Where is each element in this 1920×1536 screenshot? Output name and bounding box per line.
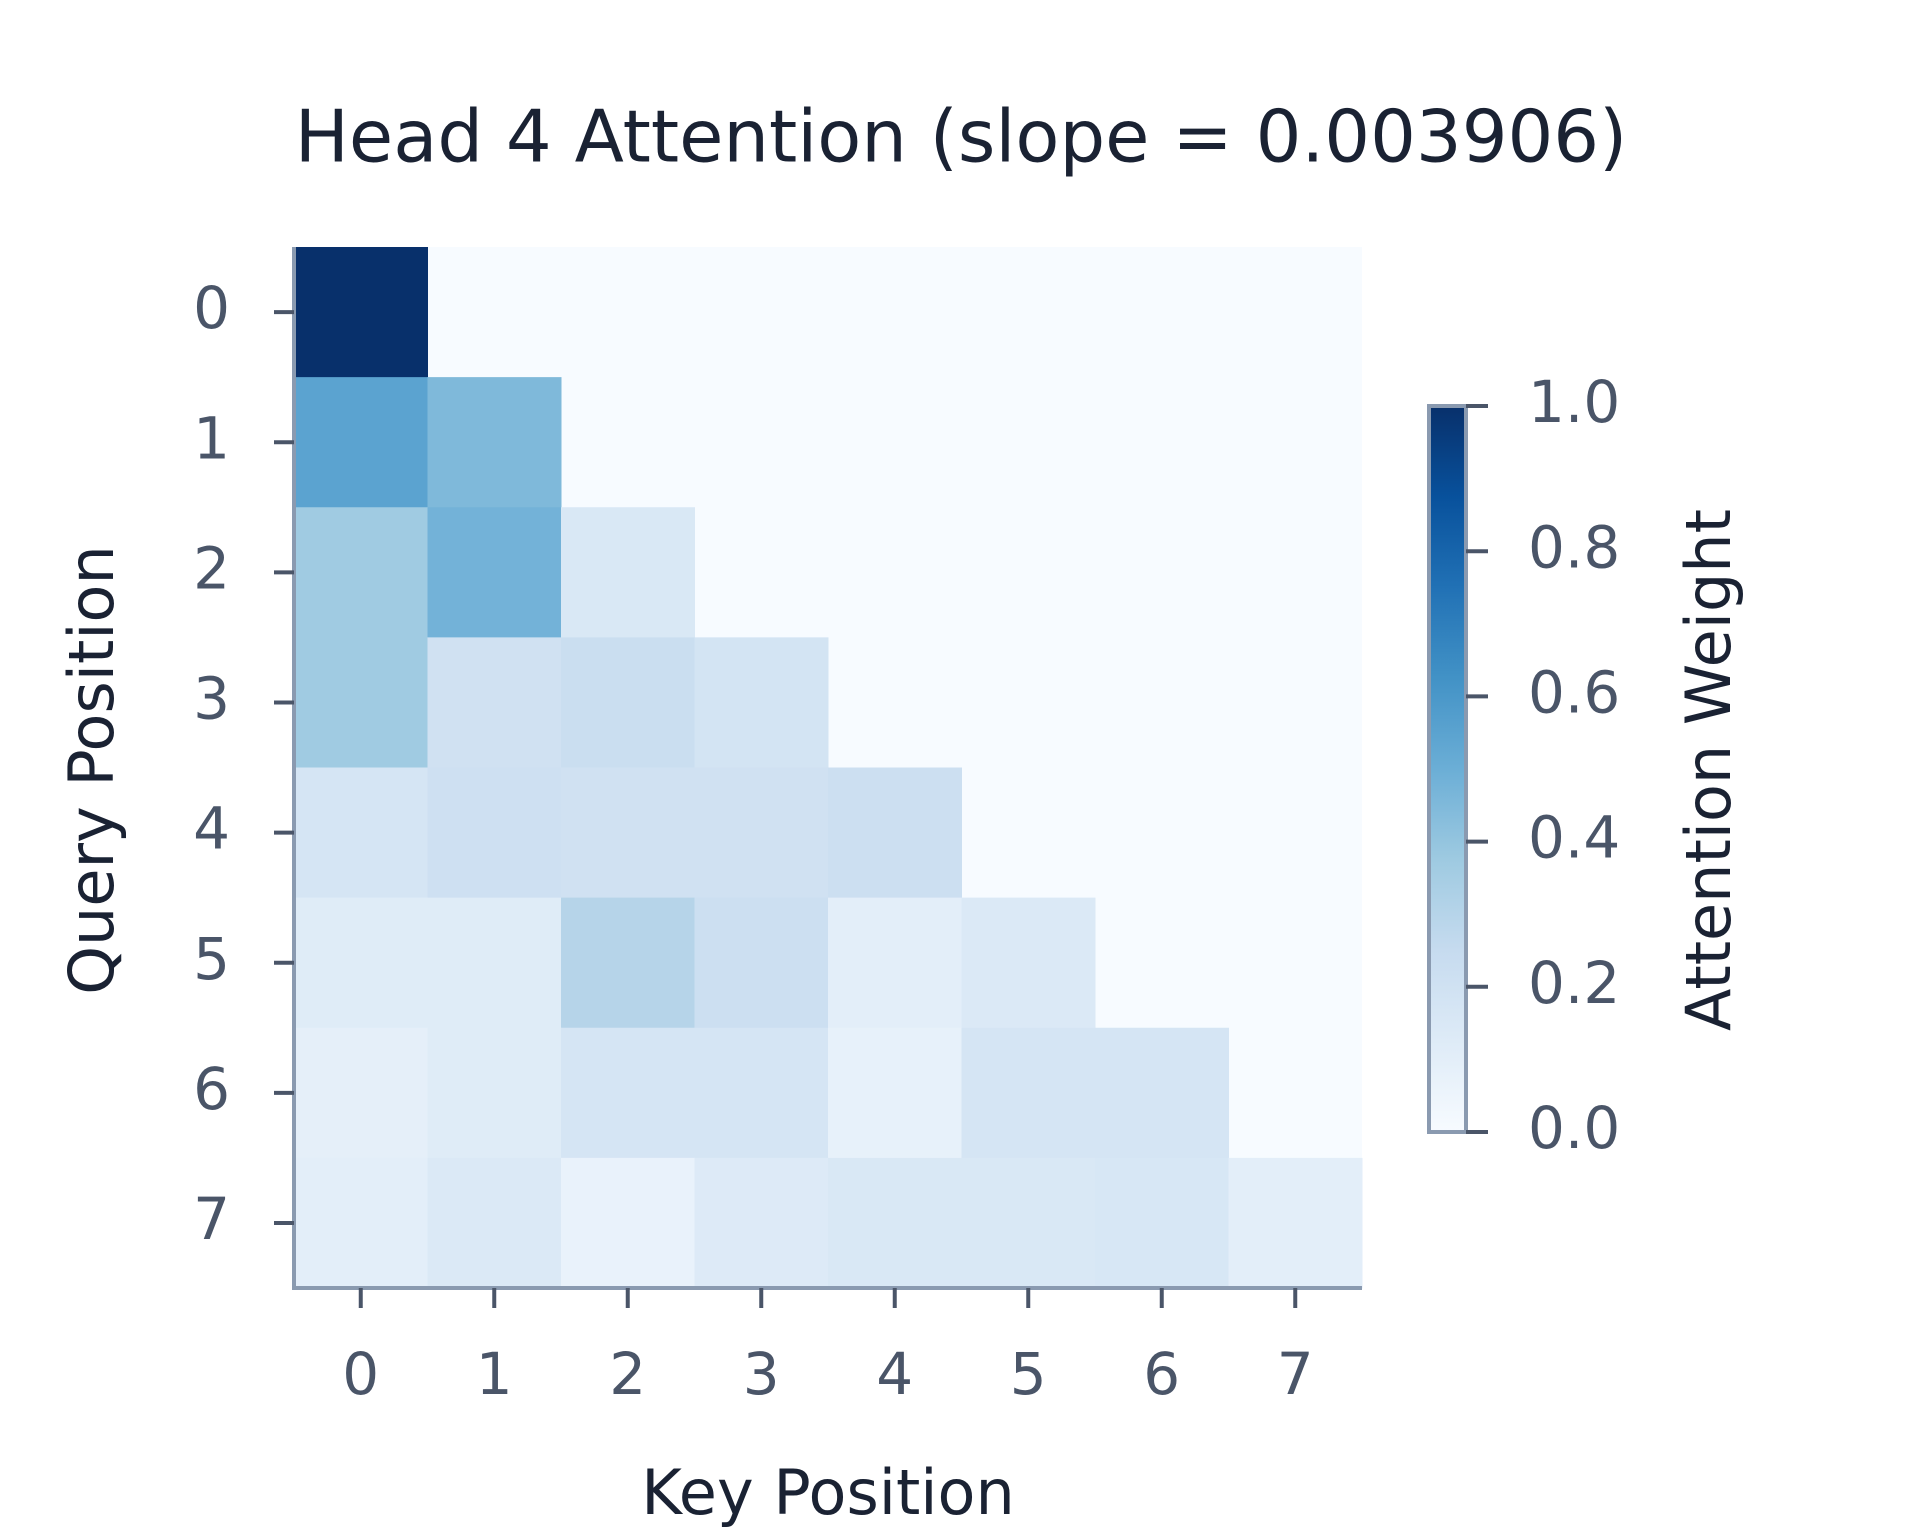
y-tick-label: 4 [193,795,230,863]
heatmap-cell [694,897,829,1029]
x-tick-label: 2 [609,1340,646,1408]
y-tick-label: 0 [193,274,230,342]
heatmap-cell [1095,1157,1229,1289]
heatmap-cell [561,637,695,768]
x-tick-label: 1 [476,1340,513,1408]
y-tick-label: 3 [193,665,230,733]
heatmap-cell [694,767,829,899]
x-tick-label: 6 [1143,1340,1180,1408]
heatmap-cell [294,897,428,1029]
x-tick-label: 5 [1010,1340,1047,1408]
y-axis-label: Query Position [55,545,128,995]
y-tick-label: 5 [193,925,230,993]
y-tick-label: 1 [193,404,230,472]
heatmap-cell [294,1027,428,1159]
x-axis-label: Key Position [641,1456,1015,1529]
x-tick-label: 4 [876,1340,913,1408]
heatmap-cell [427,1027,562,1159]
heatmap-cell [961,897,1096,1029]
heatmap-cell [427,1157,562,1289]
colorbar-tick-label: 0.4 [1528,804,1620,872]
heatmap-cell [561,897,695,1029]
heatmap-cell [294,247,428,378]
y-tick-label: 6 [193,1055,230,1123]
heatmap-cell [427,507,562,638]
x-tick-label: 7 [1277,1340,1314,1408]
x-tick-label: 3 [743,1340,780,1408]
heatmap-cell [828,1157,962,1289]
heatmap-cell [961,1027,1096,1159]
heatmap-cell [294,637,428,768]
heatmap-cell [294,767,428,899]
heatmap-cell [694,1157,829,1289]
colorbar-label: Attention Weight [1672,509,1745,1031]
heatmap-cell [694,1027,829,1159]
heatmap-cell [828,897,962,1029]
colorbar-tick-label: 0.8 [1528,513,1620,581]
heatmap-cell [694,637,829,768]
heatmap-cell [561,1157,695,1289]
heatmap-cell [561,1027,695,1159]
y-tick-label: 7 [193,1185,230,1253]
colorbar-tick-label: 0.6 [1528,659,1620,727]
chart-title: Head 4 Attention (slope = 0.003906) [295,95,1627,179]
colorbar-tick-label: 1.0 [1528,368,1620,436]
heatmap-cell [1095,1027,1229,1159]
heatmap-cell [427,637,562,768]
heatmap-cell [294,507,428,638]
heatmap-cell [1228,1157,1363,1289]
heatmap-cell [961,1157,1096,1289]
heatmap-cell [294,377,428,508]
heatmap-cell [561,767,695,899]
heatmap-cell [828,1027,962,1159]
colorbar [1427,404,1468,1134]
y-tick-label: 2 [193,534,230,602]
heatmap-cell [561,507,695,638]
x-tick-label: 0 [342,1340,379,1408]
colorbar-tick-label: 0.2 [1528,949,1620,1017]
heatmap-cell [294,1157,428,1289]
heatmap-cell [427,897,562,1029]
colorbar-tick-label: 0.0 [1528,1094,1620,1162]
heatmap-cell [427,767,562,899]
heatmap-cell [427,377,562,508]
heatmap-cell [828,767,962,899]
